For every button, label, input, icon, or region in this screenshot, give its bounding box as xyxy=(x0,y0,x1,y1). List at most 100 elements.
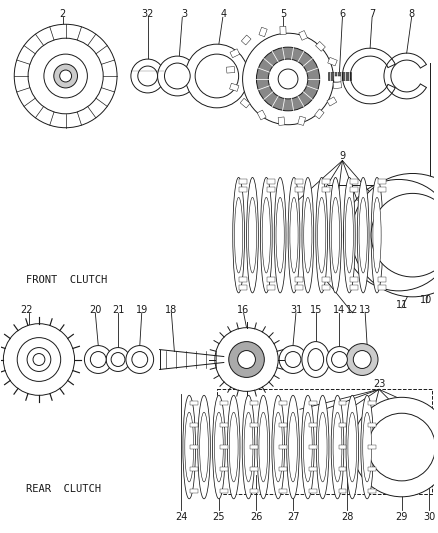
Bar xyxy=(339,445,346,449)
Ellipse shape xyxy=(357,177,369,293)
Text: 20: 20 xyxy=(89,305,102,315)
Bar xyxy=(350,285,358,290)
Bar xyxy=(339,467,346,471)
Ellipse shape xyxy=(301,395,314,499)
Bar xyxy=(350,277,358,282)
Ellipse shape xyxy=(290,197,298,273)
Ellipse shape xyxy=(198,395,210,499)
Bar xyxy=(378,285,386,290)
Text: 18: 18 xyxy=(165,305,177,315)
Ellipse shape xyxy=(359,197,367,273)
Ellipse shape xyxy=(333,412,342,482)
Ellipse shape xyxy=(318,197,326,273)
Bar xyxy=(298,116,306,125)
Circle shape xyxy=(238,351,255,368)
Text: FRONT  CLUTCH: FRONT CLUTCH xyxy=(26,275,107,285)
Bar xyxy=(295,285,303,290)
Circle shape xyxy=(33,353,45,366)
Text: 3: 3 xyxy=(181,9,187,19)
Text: 19: 19 xyxy=(136,305,148,315)
Ellipse shape xyxy=(274,177,286,293)
Text: 21: 21 xyxy=(112,305,124,315)
Circle shape xyxy=(27,348,51,372)
Text: 25: 25 xyxy=(212,512,225,522)
Bar xyxy=(220,423,228,427)
Bar xyxy=(230,49,240,58)
Circle shape xyxy=(327,346,352,373)
Bar xyxy=(322,277,330,282)
Circle shape xyxy=(138,66,158,86)
Ellipse shape xyxy=(248,197,257,273)
Bar xyxy=(190,445,198,449)
Bar xyxy=(241,35,251,45)
Bar xyxy=(217,389,432,494)
Bar xyxy=(230,83,239,91)
Bar xyxy=(279,489,287,493)
Ellipse shape xyxy=(302,342,329,377)
Bar xyxy=(339,401,346,405)
Ellipse shape xyxy=(318,412,327,482)
Text: 7: 7 xyxy=(369,9,375,19)
Circle shape xyxy=(243,33,333,125)
Text: 4: 4 xyxy=(221,9,227,19)
Bar xyxy=(368,401,376,405)
Ellipse shape xyxy=(373,197,381,273)
Ellipse shape xyxy=(215,412,223,482)
Circle shape xyxy=(126,345,154,374)
Bar xyxy=(220,467,228,471)
Bar xyxy=(378,188,386,192)
Ellipse shape xyxy=(261,177,272,293)
Circle shape xyxy=(85,345,112,374)
Ellipse shape xyxy=(332,197,339,273)
Text: 29: 29 xyxy=(396,512,408,522)
Bar xyxy=(279,445,287,449)
Bar xyxy=(309,423,317,427)
Ellipse shape xyxy=(229,412,238,482)
Bar xyxy=(259,27,267,37)
Bar xyxy=(250,445,258,449)
Circle shape xyxy=(111,352,125,367)
Bar xyxy=(378,180,386,184)
Bar xyxy=(267,277,275,282)
Circle shape xyxy=(352,397,438,497)
Circle shape xyxy=(332,352,347,367)
Bar xyxy=(309,467,317,471)
Ellipse shape xyxy=(227,395,240,499)
Bar xyxy=(240,180,247,184)
Bar xyxy=(339,423,346,427)
Ellipse shape xyxy=(302,177,314,293)
Ellipse shape xyxy=(371,177,383,293)
Bar xyxy=(220,445,228,449)
Bar xyxy=(250,467,258,471)
Circle shape xyxy=(158,56,197,96)
Ellipse shape xyxy=(304,412,312,482)
Bar xyxy=(368,423,376,427)
Circle shape xyxy=(17,337,61,382)
Ellipse shape xyxy=(244,412,253,482)
Ellipse shape xyxy=(276,197,284,273)
Text: 23: 23 xyxy=(373,379,385,390)
Bar xyxy=(226,67,235,73)
Bar xyxy=(190,423,198,427)
Text: 15: 15 xyxy=(310,305,322,315)
Bar xyxy=(309,445,317,449)
Ellipse shape xyxy=(200,412,208,482)
Text: 30: 30 xyxy=(423,512,435,522)
Circle shape xyxy=(229,342,265,377)
Bar xyxy=(378,277,386,282)
Bar xyxy=(240,285,247,290)
Circle shape xyxy=(268,59,308,99)
Ellipse shape xyxy=(212,395,225,499)
Ellipse shape xyxy=(257,395,270,499)
Bar xyxy=(250,489,258,493)
Circle shape xyxy=(368,413,435,481)
Bar xyxy=(279,423,287,427)
Ellipse shape xyxy=(242,395,255,499)
Ellipse shape xyxy=(259,412,268,482)
Bar xyxy=(328,58,337,66)
Circle shape xyxy=(185,44,248,108)
Bar xyxy=(190,401,198,405)
Text: 12: 12 xyxy=(346,305,358,315)
Bar xyxy=(250,401,258,405)
Bar xyxy=(333,76,342,82)
